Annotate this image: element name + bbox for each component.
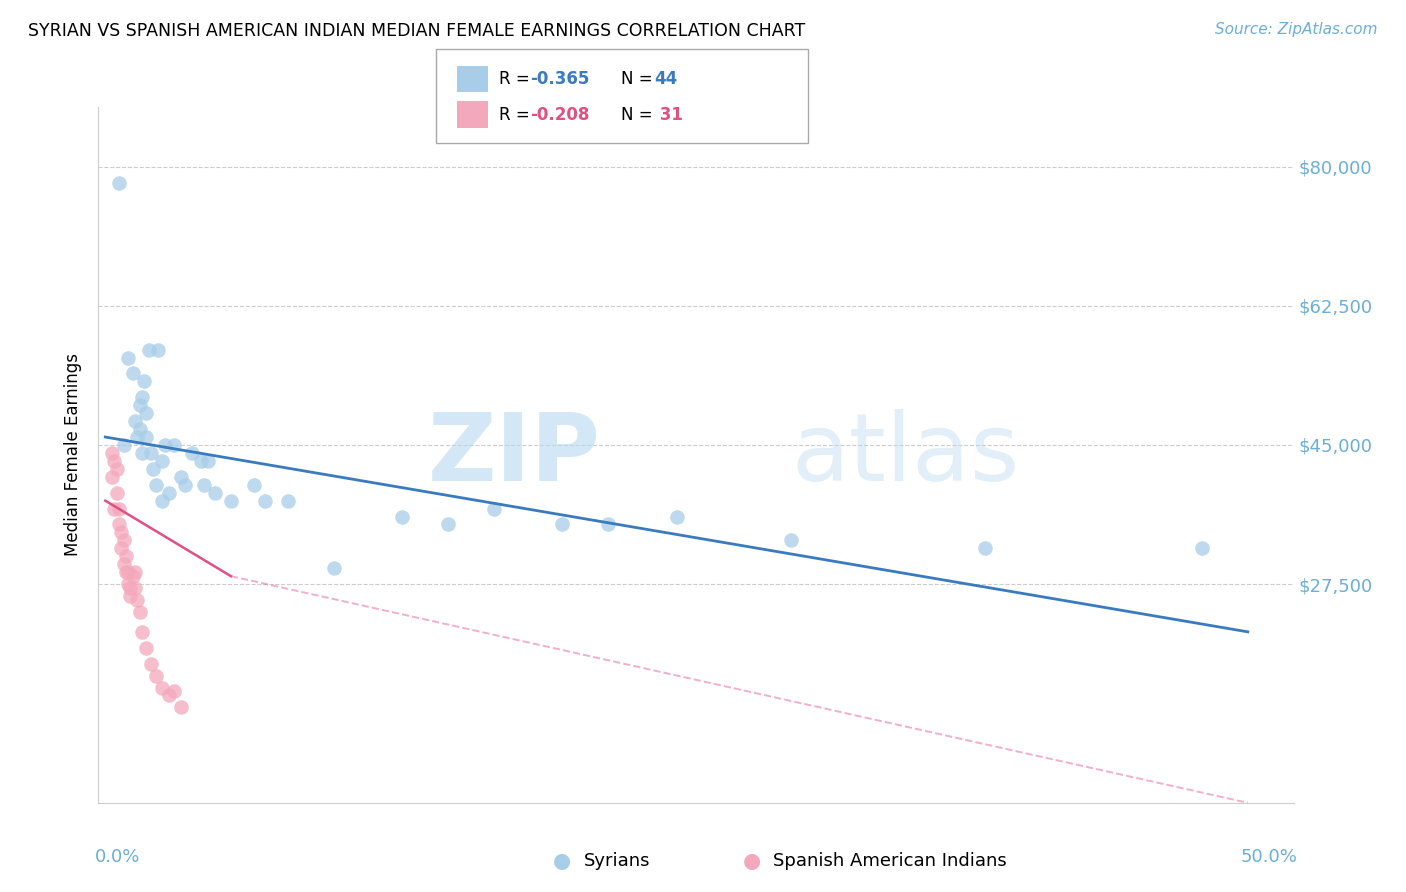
Text: Spanish American Indians: Spanish American Indians (773, 852, 1007, 870)
Point (135, 406, 157, 420)
Point (112, 533, 135, 548)
Point (135, 640, 157, 655)
Point (157, 485, 180, 500)
Point (277, 493, 299, 508)
Point (391, 509, 413, 524)
Point (124, 581, 146, 595)
Point (115, 549, 138, 564)
Text: Syrians: Syrians (583, 852, 650, 870)
Text: R =: R = (499, 70, 536, 88)
Point (219, 493, 242, 508)
Text: SYRIAN VS SPANISH AMERICAN INDIAN MEDIAN FEMALE EARNINGS CORRELATION CHART: SYRIAN VS SPANISH AMERICAN INDIAN MEDIAN… (28, 22, 806, 40)
Point (665, 509, 688, 524)
Point (103, 454, 125, 468)
Point (131, 390, 153, 404)
Point (322, 561, 344, 575)
Text: 0.0%: 0.0% (94, 848, 141, 866)
Text: Source: ZipAtlas.com: Source: ZipAtlas.com (1215, 22, 1378, 37)
Point (174, 477, 197, 491)
Point (163, 438, 186, 452)
Point (112, 558, 135, 572)
Point (243, 477, 266, 491)
Point (1191, 541, 1213, 556)
Point (121, 569, 143, 583)
Point (779, 533, 801, 548)
Point (163, 684, 186, 698)
Point (139, 446, 162, 460)
Text: ●: ● (744, 851, 761, 871)
Point (157, 689, 180, 703)
Point (153, 438, 176, 452)
Point (197, 454, 219, 468)
Point (128, 398, 150, 412)
Point (108, 501, 131, 516)
Point (120, 589, 142, 603)
Point (204, 485, 226, 500)
Point (131, 624, 153, 639)
Point (152, 493, 174, 508)
Point (101, 470, 124, 484)
Point (152, 454, 174, 468)
Point (193, 477, 215, 491)
Point (551, 517, 574, 532)
Point (121, 367, 143, 381)
Point (181, 446, 204, 460)
Point (170, 700, 193, 714)
Text: 31: 31 (654, 105, 683, 123)
Point (128, 422, 150, 436)
Point (108, 517, 131, 532)
Text: N =: N = (621, 105, 658, 123)
Point (124, 414, 146, 428)
Point (138, 343, 160, 357)
Point (103, 501, 125, 516)
Point (134, 375, 156, 389)
Point (152, 681, 174, 695)
Point (108, 176, 131, 190)
Point (117, 351, 139, 365)
Text: ZIP: ZIP (427, 409, 600, 501)
Point (115, 565, 138, 579)
Point (117, 565, 139, 579)
Y-axis label: Median Female Earnings: Median Female Earnings (65, 353, 83, 557)
Point (105, 462, 128, 476)
Text: R =: R = (499, 105, 536, 123)
Point (110, 541, 132, 556)
Point (145, 668, 167, 682)
Point (127, 430, 149, 444)
Point (146, 343, 169, 357)
Text: ●: ● (554, 851, 571, 871)
Point (482, 501, 505, 516)
Point (596, 517, 619, 532)
Point (117, 577, 139, 591)
Point (110, 525, 132, 540)
Point (974, 541, 997, 556)
Text: 50.0%: 50.0% (1240, 848, 1298, 866)
Text: -0.365: -0.365 (530, 70, 589, 88)
Point (135, 430, 157, 444)
Point (139, 657, 162, 671)
Point (170, 470, 193, 484)
Point (437, 517, 460, 532)
Point (120, 581, 142, 595)
Point (254, 493, 277, 508)
Point (190, 454, 212, 468)
Point (145, 477, 167, 491)
Point (124, 565, 146, 579)
Text: N =: N = (621, 70, 658, 88)
Point (112, 438, 135, 452)
Text: 44: 44 (654, 70, 678, 88)
Point (142, 462, 165, 476)
Point (127, 593, 149, 607)
Text: -0.208: -0.208 (530, 105, 589, 123)
Point (105, 485, 128, 500)
Text: atlas: atlas (792, 409, 1019, 501)
Point (101, 446, 124, 460)
Point (131, 446, 153, 460)
Point (128, 605, 150, 619)
